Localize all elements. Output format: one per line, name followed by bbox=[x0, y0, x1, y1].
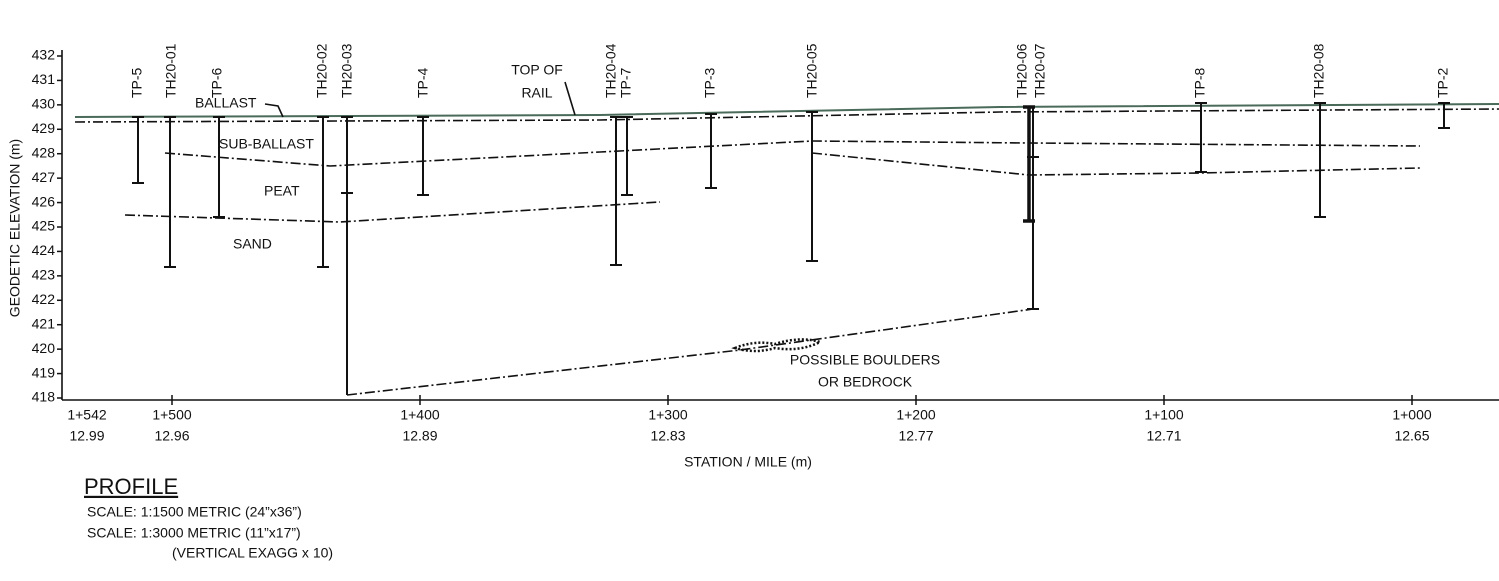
x-tick-label: 12.89 bbox=[402, 428, 437, 444]
borehole-label: TH20-08 bbox=[1311, 43, 1327, 98]
borehole-label: TP-4 bbox=[415, 67, 431, 98]
leader bbox=[564, 81, 576, 116]
x-tick-label: 12.83 bbox=[650, 428, 685, 444]
y-tick-label: 424 bbox=[32, 242, 56, 258]
borehole-label: TH20-04 bbox=[603, 43, 619, 98]
borehole bbox=[621, 116, 633, 196]
footer-line: SCALE: 1:1500 METRIC (24”x36”) bbox=[87, 504, 302, 520]
borehole bbox=[705, 113, 717, 189]
borehole bbox=[213, 116, 225, 218]
y-tick-label: 432 bbox=[32, 47, 56, 63]
borehole bbox=[417, 116, 429, 196]
borehole-label: TH20-05 bbox=[804, 43, 820, 98]
y-tick-label: 430 bbox=[32, 96, 56, 112]
layer-label: BALLAST bbox=[195, 95, 257, 111]
x-tick-label: 12.71 bbox=[1146, 428, 1181, 444]
annotation: RAIL bbox=[521, 85, 552, 101]
borehole bbox=[132, 116, 144, 184]
annotation: POSSIBLE BOULDERS bbox=[790, 352, 940, 368]
x-tick-label: 1+300 bbox=[648, 407, 688, 423]
borehole-label: TH20-07 bbox=[1032, 43, 1048, 98]
footer-line: (VERTICAL EXAGG x 10) bbox=[172, 545, 333, 561]
footer-line: SCALE: 1:3000 METRIC (11”x17”) bbox=[87, 525, 301, 541]
x-tick-label: 1+500 bbox=[152, 407, 192, 423]
borehole-label: TH20-01 bbox=[163, 43, 179, 98]
x-tick-label: 1+000 bbox=[1392, 407, 1432, 423]
borehole-label: TP-8 bbox=[1192, 67, 1208, 98]
x-tick-label: 12.96 bbox=[154, 428, 189, 444]
borehole bbox=[341, 116, 353, 395]
bedrock-line bbox=[346, 308, 1034, 396]
x-tick-label: 12.65 bbox=[1394, 428, 1429, 444]
y-tick-label: 423 bbox=[32, 267, 56, 283]
borehole-label: TP-3 bbox=[702, 67, 718, 98]
borehole-label: TH20-02 bbox=[314, 43, 330, 98]
x-tick-label: 1+400 bbox=[400, 407, 440, 423]
borehole-label: TH20-03 bbox=[339, 43, 355, 98]
y-tick-label: 418 bbox=[32, 389, 56, 405]
borehole-label: TP-6 bbox=[209, 67, 225, 98]
borehole bbox=[164, 116, 176, 268]
sand-top bbox=[124, 201, 661, 223]
borehole-label: TP-7 bbox=[618, 67, 634, 98]
peat-base bbox=[811, 152, 1421, 176]
borehole bbox=[1195, 102, 1207, 173]
annotation: OR BEDROCK bbox=[818, 374, 913, 390]
boulder-hatch bbox=[731, 338, 824, 353]
layer-label: SUB-BALLAST bbox=[219, 136, 314, 152]
x-tick-label: 1+200 bbox=[896, 407, 936, 423]
x-tick-label: 12.99 bbox=[69, 428, 104, 444]
y-tick-label: 420 bbox=[32, 340, 56, 356]
y-tick-label: 431 bbox=[32, 71, 56, 87]
borehole bbox=[1438, 102, 1450, 129]
borehole-label: TP-5 bbox=[129, 67, 145, 98]
borehole bbox=[1027, 107, 1039, 310]
leader bbox=[264, 103, 284, 118]
borehole bbox=[610, 116, 622, 266]
sub-ballast-base bbox=[164, 140, 1421, 167]
footer-title: PROFILE bbox=[84, 474, 178, 499]
x-tick-label: 1+542 bbox=[67, 407, 107, 423]
y-tick-label: 419 bbox=[32, 364, 56, 380]
borehole-label: TP-2 bbox=[1435, 67, 1451, 98]
ballast-base bbox=[74, 108, 1499, 123]
y-tick-label: 429 bbox=[32, 120, 56, 136]
borehole bbox=[806, 111, 818, 262]
annotation: TOP OF bbox=[511, 62, 563, 78]
boreholes bbox=[132, 102, 1450, 395]
borehole bbox=[1314, 102, 1326, 218]
axes bbox=[61, 50, 1499, 401]
y-tick-label: 428 bbox=[32, 144, 56, 160]
y-tick-label: 425 bbox=[32, 218, 56, 234]
y-tick-label: 427 bbox=[32, 169, 56, 185]
borehole-label: TH20-06 bbox=[1014, 43, 1030, 98]
x-axis-title: STATION / MILE (m) bbox=[684, 454, 812, 470]
layer-label: PEAT bbox=[264, 183, 300, 199]
y-tick-label: 421 bbox=[32, 315, 56, 331]
x-tick-label: 12.77 bbox=[898, 428, 933, 444]
y-axis-title: GEODETIC ELEVATION (m) bbox=[7, 139, 23, 317]
y-tick-label: 426 bbox=[32, 193, 56, 209]
top-of-rail-line bbox=[74, 103, 1499, 118]
x-tick-label: 1+100 bbox=[1144, 407, 1184, 423]
y-tick-label: 422 bbox=[32, 291, 56, 307]
layer-label: SAND bbox=[233, 236, 272, 252]
borehole bbox=[317, 116, 329, 268]
borehole-labels: TP-5 TH20-01 TP-6 TH20-02 TH20-03 TP-4 TH20-04… bbox=[129, 43, 1451, 98]
